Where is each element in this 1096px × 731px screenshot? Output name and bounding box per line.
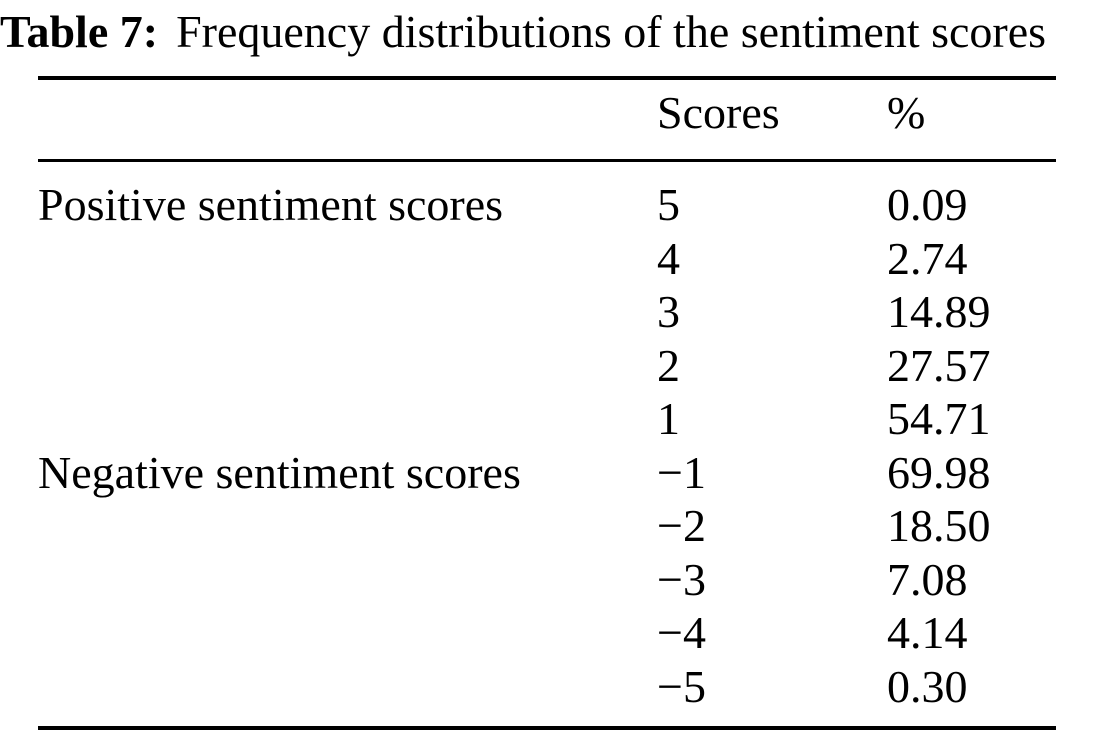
table-body: Positive sentiment scores 5 0.09 4 2.74 … <box>38 161 1056 729</box>
row-score-value: −1 <box>657 446 706 498</box>
row-percent-value: 27.57 <box>887 339 991 391</box>
row-percent-value: 7.08 <box>887 553 968 605</box>
table-caption: Table 7: Frequency distributions of the s… <box>0 0 1096 64</box>
row-group-label <box>38 232 657 286</box>
row-percent-value: 14.89 <box>887 286 991 337</box>
table-row: 2 27.57 <box>38 339 1056 393</box>
row-score-value: 1 <box>657 393 680 444</box>
row-group-label: Negative sentiment scores <box>38 446 521 498</box>
table-caption-text: Frequency distributions of the sentiment… <box>176 6 1047 57</box>
row-percent-value: 4.14 <box>887 607 968 658</box>
row-group-label: Positive sentiment scores <box>38 179 504 230</box>
header-percent: % <box>887 78 1056 162</box>
row-group-label <box>38 499 657 553</box>
row-group-label <box>38 660 657 729</box>
row-percent-value: 69.98 <box>887 446 991 498</box>
row-percent-value: 0.09 <box>887 179 968 230</box>
row-group-label <box>38 553 657 607</box>
row-score-value: 3 <box>657 286 680 337</box>
row-percent-value: 2.74 <box>887 232 968 284</box>
row-score-value: 4 <box>657 232 680 284</box>
table-row: 4 2.74 <box>38 232 1056 286</box>
table-row: 1 54.71 <box>38 392 1056 446</box>
table-header-row: Scores % <box>38 78 1056 162</box>
row-group-label <box>38 285 657 339</box>
row-group-label <box>38 392 657 446</box>
row-percent-value: 0.30 <box>887 660 968 712</box>
table-row: Positive sentiment scores 5 0.09 <box>38 161 1056 232</box>
table-row: −3 7.08 <box>38 553 1056 607</box>
table-row: Negative sentiment scores −1 69.98 <box>38 446 1056 500</box>
row-score-value: −4 <box>657 607 706 658</box>
table-header: Scores % <box>38 78 1056 162</box>
table-row: 3 14.89 <box>38 285 1056 339</box>
row-score-value: −2 <box>657 500 706 551</box>
table-row: −2 18.50 <box>38 499 1056 553</box>
row-percent-value: 18.50 <box>887 500 991 551</box>
sentiment-frequency-table: Scores % Positive sentiment scores 5 0.0… <box>38 76 1056 730</box>
table-row: −5 0.30 <box>38 660 1056 729</box>
row-score-value: 2 <box>657 339 680 391</box>
table-caption-number: Table 7: <box>0 6 159 57</box>
row-group-label <box>38 606 657 660</box>
header-group <box>38 78 657 162</box>
table-row: −4 4.14 <box>38 606 1056 660</box>
row-score-value: −3 <box>657 553 706 605</box>
header-scores: Scores <box>657 78 887 162</box>
row-group-label <box>38 339 657 393</box>
row-score-value: −5 <box>657 660 706 712</box>
row-score-value: 5 <box>657 179 680 230</box>
row-percent-value: 54.71 <box>887 393 991 444</box>
